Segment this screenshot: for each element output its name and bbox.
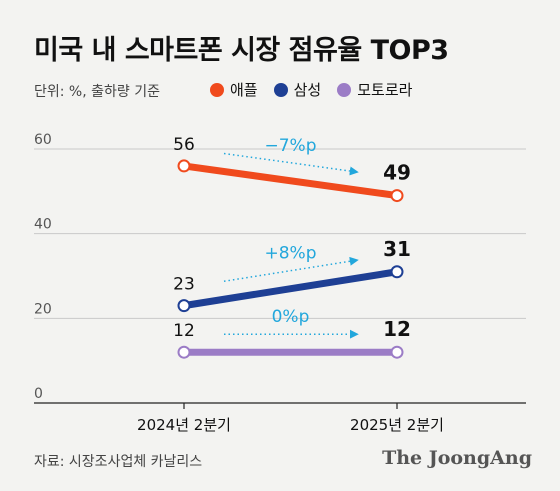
legend-swatch-samsung	[273, 82, 288, 97]
data-label-motorola: 12	[173, 321, 195, 341]
legend-label-motorola: 모토로라	[357, 81, 413, 99]
legend-swatch-motorola	[337, 82, 352, 97]
change-label-motorola: 0%p	[272, 307, 310, 327]
change-label-apple: −7%p	[264, 136, 316, 156]
data-label-motorola: 12	[383, 317, 411, 341]
data-point-samsung	[177, 299, 191, 313]
data-label-samsung: 23	[173, 275, 195, 295]
x-tick-label: 2024년 2분기	[137, 416, 231, 434]
data-point-motorola	[390, 345, 404, 359]
unit-note: 단위: %, 출하량 기준	[34, 84, 160, 100]
y-tick-label: 0	[34, 386, 43, 402]
data-point-apple	[177, 159, 191, 173]
brand-logo: The JoongAng	[382, 447, 532, 469]
change-arrow-apple	[223, 152, 359, 176]
x-tick-label: 2025년 2분기	[350, 416, 444, 434]
legend-item-motorola: 모토로라	[337, 79, 412, 100]
data-point-apple	[390, 189, 404, 203]
data-point-motorola	[177, 345, 191, 359]
series-line-samsung	[180, 268, 401, 310]
y-tick-label: 40	[34, 217, 52, 233]
data-label-apple: 49	[383, 161, 411, 185]
legend: 애플 삼성 모토로라	[210, 79, 412, 100]
legend-label-samsung: 삼성	[293, 81, 322, 99]
legend-item-apple: 애플	[210, 79, 258, 100]
y-tick-label: 60	[34, 132, 52, 148]
source-note: 자료: 시장조사업체 카날리스	[34, 454, 203, 470]
series-line-apple	[180, 162, 401, 200]
legend-label-apple: 애플	[230, 81, 258, 99]
data-point-samsung	[390, 265, 404, 279]
data-label-samsung: 31	[383, 237, 411, 261]
legend-item-samsung: 삼성	[273, 79, 322, 100]
y-tick-label: 20	[34, 301, 52, 317]
change-label-samsung: +8%p	[264, 244, 316, 264]
legend-swatch-apple	[210, 82, 224, 97]
data-label-apple: 56	[173, 135, 195, 155]
chart-title: 미국 내 스마트폰 시장 점유율 TOP3	[34, 35, 449, 66]
